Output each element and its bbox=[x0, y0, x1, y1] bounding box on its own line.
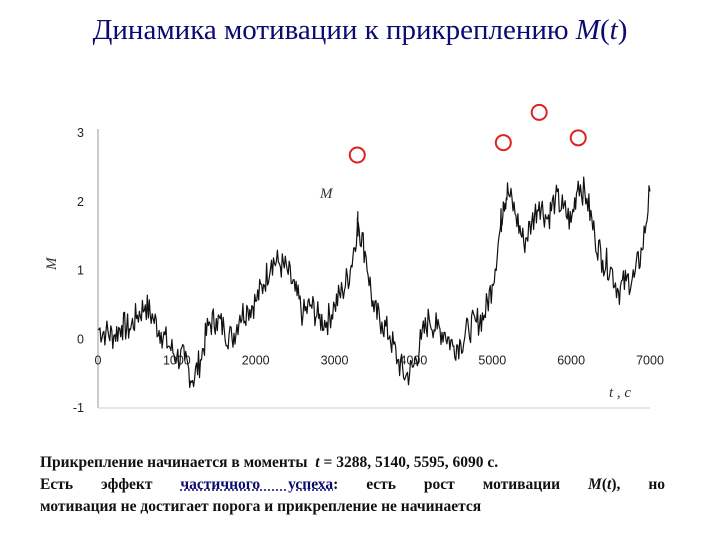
y-axis-label: M bbox=[44, 256, 60, 271]
caption-text: : есть рост мотивации bbox=[333, 476, 589, 493]
x-tick-label: 6000 bbox=[557, 353, 585, 367]
caption-variable: M bbox=[588, 476, 602, 493]
caption-line-1: Прикрепление начинается в моменты t = 32… bbox=[40, 452, 665, 474]
x-tick-label: 2000 bbox=[242, 353, 270, 367]
motivation-series-line bbox=[97, 176, 651, 389]
x-tick-label: 0 bbox=[95, 353, 102, 367]
caption-line-2: Есть эффект частичного успеха: есть рост… bbox=[40, 476, 666, 493]
y-tick-label: -1 bbox=[73, 401, 84, 415]
caption-text: Прикрепление начинается в моменты bbox=[40, 454, 308, 471]
title-argument: t bbox=[609, 14, 618, 46]
attachment-marker bbox=[348, 146, 366, 164]
caption-text: ), но bbox=[611, 476, 666, 493]
title-text: Динамика мотивации к прикреплению bbox=[92, 14, 576, 46]
y-tick-label: 0 bbox=[77, 332, 84, 346]
caption: Прикрепление начинается в моменты t = 32… bbox=[40, 452, 665, 518]
partial-success-term: частичного успеха bbox=[180, 476, 334, 493]
slide-title: Динамика мотивации к прикреплению M(t) bbox=[92, 14, 628, 46]
x-tick-label: 5000 bbox=[478, 353, 506, 367]
x-tick-label: 7000 bbox=[636, 353, 664, 367]
x-tick-label: 4000 bbox=[400, 353, 428, 367]
y-tick-label: 2 bbox=[77, 195, 84, 209]
caption-text: Есть эффект bbox=[40, 476, 181, 493]
attachment-marker bbox=[530, 103, 548, 121]
title-symbol: M bbox=[575, 14, 600, 46]
caption-line-3: мотивация не достигает порога и прикрепл… bbox=[40, 498, 482, 515]
attachment-marker bbox=[494, 134, 512, 152]
x-axis-label: t , c bbox=[609, 385, 631, 401]
x-tick-label: 3000 bbox=[321, 353, 349, 367]
caption-variable: t bbox=[315, 454, 320, 471]
y-tick-label: 1 bbox=[77, 264, 84, 278]
caption-variable: t bbox=[607, 476, 612, 493]
series-label: M bbox=[319, 186, 334, 202]
attachment-marker bbox=[569, 129, 587, 147]
y-tick-label: 3 bbox=[77, 126, 84, 140]
caption-times: = 3288, 5140, 5595, 6090 с. bbox=[319, 454, 499, 471]
